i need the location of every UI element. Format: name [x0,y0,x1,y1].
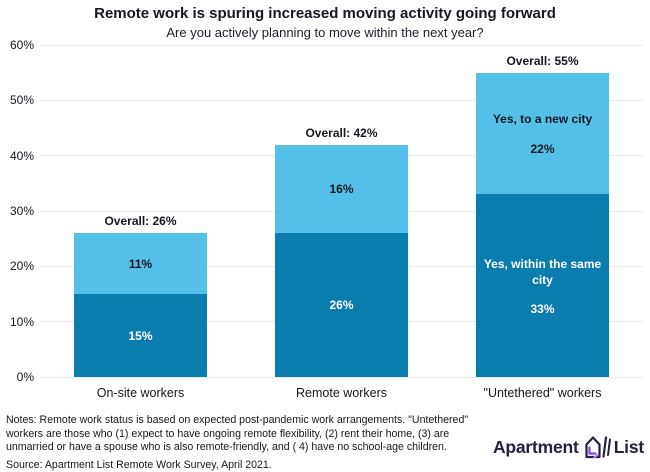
segment-value-label: 26% [329,298,354,313]
x-axis-label: On-site workers [96,386,185,400]
y-axis-tick-40%: 40% [9,148,34,163]
segment-name-label: Yes, within the same city [483,256,602,287]
bar-segment: Yes, to a new city 22% [476,72,609,195]
source-text: Source: Apartment List Remote Work Surve… [6,458,272,471]
y-axis-tick-10%: 10% [9,314,34,329]
segment-value-label: 11% [128,256,153,271]
overall-label: Overall: 55% [506,53,579,68]
bar-segment: 15% [74,294,207,377]
y-axis-tick-20%: 20% [9,259,34,274]
bar-stack: 11% 15% [74,233,207,377]
gridline-50% [40,99,643,101]
notes-text: Notes: Remote work status is based on ex… [6,414,469,454]
chart-header: Remote work is spuring increased moving … [0,5,650,40]
bar-segment: 11% [74,233,207,294]
apartment-list-logo: Apartment List [493,433,644,462]
footer-notes: Notes: Remote work status is based on ex… [6,414,498,472]
house-icon [585,436,611,459]
y-axis-tick-0%: 0% [16,370,34,384]
logo-word-list: List [613,437,645,457]
segment-value-label: 33% [530,301,555,316]
logo-word-apartment: Apartment [492,437,579,457]
segment-name-label: Yes, to a new city [492,112,593,127]
chart-subtitle: Are you actively planning to move within… [166,25,484,40]
bar-stack: 16% 26% [275,144,408,377]
y-axis-tick-60%: 60% [9,38,34,52]
y-axis-tick-30%: 30% [9,204,34,218]
bar-segment: 26% [275,233,408,377]
plot-area: 0% 10% 20% 30% 40% 50% 60% 11% 15% Overall: 26% On… [0,38,650,400]
x-axis-label: "Untethered" workers [483,386,602,400]
segment-value-label: 22% [530,141,555,156]
gridline-60% [40,44,643,46]
overall-label: Overall: 26% [104,214,177,229]
segment-value-label: 15% [128,328,153,343]
chart-title: Remote work is spuring increased moving … [94,5,556,22]
gridline-0% [40,376,643,378]
segment-value-label: 16% [329,181,354,196]
bar-segment: 16% [275,144,408,234]
bar-segment: Yes, within the same city 33% [476,194,609,377]
bar-stack: Yes, to a new city 22% Yes, within the sam… [476,72,609,377]
y-axis-tick-50%: 50% [9,93,34,108]
overall-label: Overall: 42% [305,125,378,140]
x-axis-label: Remote workers [296,386,387,400]
